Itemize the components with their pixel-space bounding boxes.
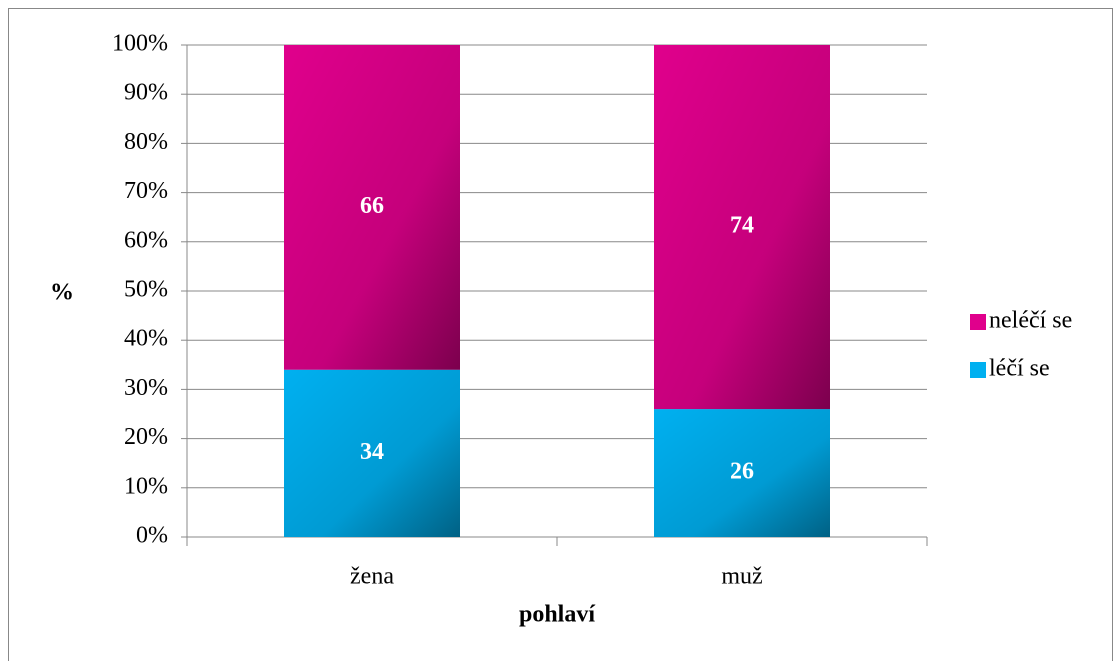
bar-shade bbox=[284, 45, 460, 370]
data-label: 66 bbox=[360, 193, 384, 219]
legend-swatch bbox=[970, 362, 986, 378]
x-tick-label: muž bbox=[721, 564, 762, 590]
y-tick-label: 30% bbox=[124, 375, 168, 401]
bar-shade bbox=[654, 45, 830, 410]
data-label: 34 bbox=[360, 439, 384, 465]
legend-label: neléčí se bbox=[989, 308, 1072, 334]
x-axis-label: pohlaví bbox=[519, 602, 595, 628]
bar-shade bbox=[284, 369, 460, 537]
y-tick-label: 100% bbox=[112, 31, 168, 57]
y-tick-label: 70% bbox=[124, 178, 168, 204]
data-label: 26 bbox=[730, 459, 754, 485]
legend-swatch bbox=[970, 314, 986, 330]
y-tick-label: 90% bbox=[124, 80, 168, 106]
y-tick-label: 10% bbox=[124, 473, 168, 499]
bar-shade bbox=[654, 409, 830, 537]
data-label: 74 bbox=[730, 213, 754, 239]
y-axis-label: % bbox=[50, 280, 74, 306]
y-tick-label: 20% bbox=[124, 424, 168, 450]
y-tick-label: 60% bbox=[124, 227, 168, 253]
x-tick-label: žena bbox=[350, 564, 394, 590]
legend-label: léčí se bbox=[989, 356, 1050, 382]
chart-frame bbox=[8, 8, 1113, 661]
y-tick-label: 40% bbox=[124, 326, 168, 352]
y-tick-label: 0% bbox=[136, 523, 168, 549]
y-tick-label: 50% bbox=[124, 277, 168, 303]
y-tick-label: 80% bbox=[124, 129, 168, 155]
